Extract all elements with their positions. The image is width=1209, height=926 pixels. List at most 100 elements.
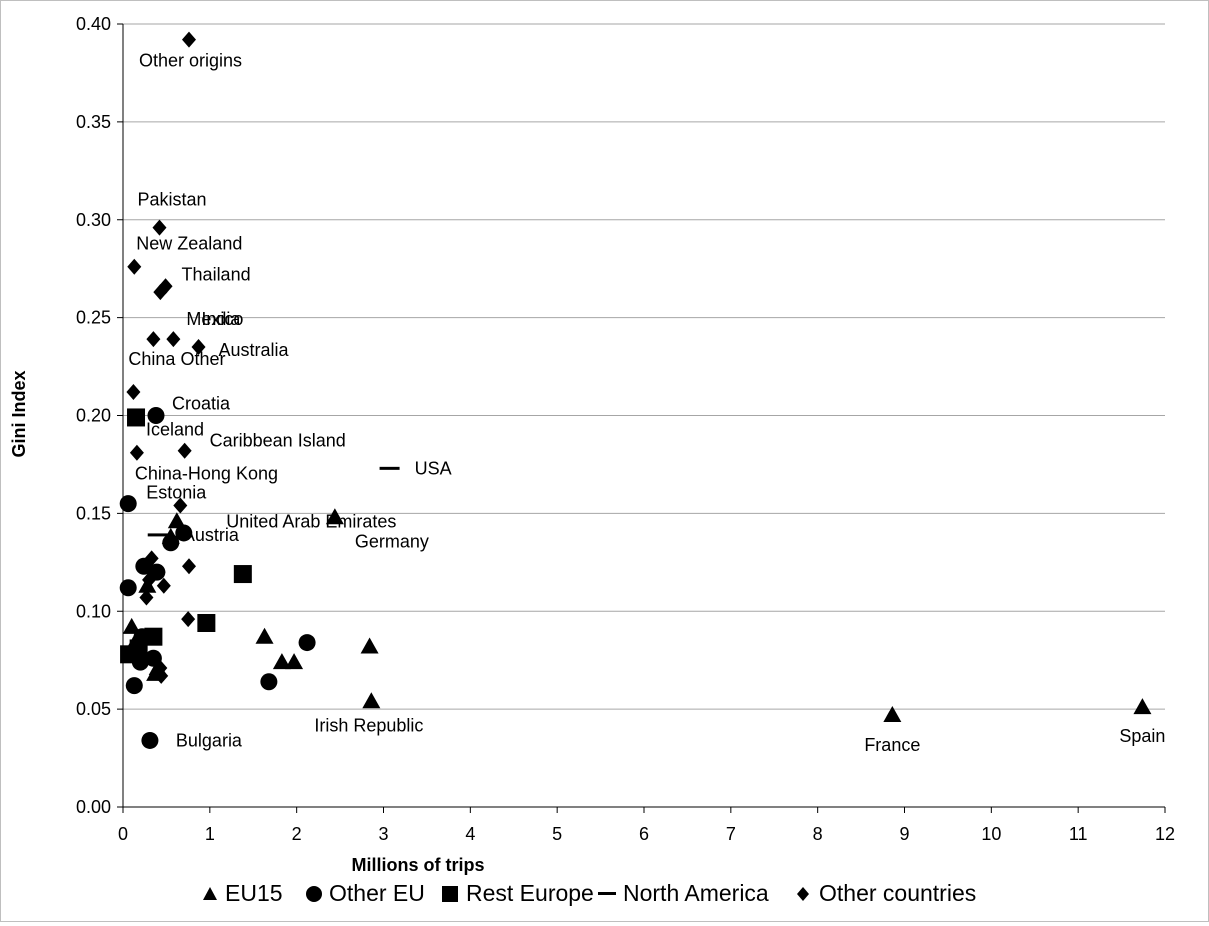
data-point-other-countries	[126, 384, 141, 401]
data-labels: Spain France Germany Irish Republic Austria E…	[128, 51, 1165, 755]
data-label: Croatia	[172, 394, 231, 414]
data-label: Austria	[183, 525, 240, 545]
data-point-other-eu	[175, 524, 193, 542]
data-point-north-america	[147, 533, 168, 537]
data-label: France	[864, 735, 920, 755]
legend-marker	[442, 886, 458, 902]
legend-marker	[306, 886, 322, 902]
gridlines	[123, 23, 1165, 710]
legend-entry: Other EU	[306, 880, 425, 906]
data-point-other-countries	[156, 577, 171, 594]
data-point-other-countries	[173, 497, 188, 514]
x-tick-label: 6	[639, 824, 649, 844]
x-tick-label: 2	[292, 824, 302, 844]
x-tick-label: 3	[378, 824, 388, 844]
data-point-other-countries	[181, 611, 196, 628]
y-tick-label: 0.15	[76, 503, 111, 523]
data-point-other-countries	[191, 338, 206, 355]
data-point-other-eu	[119, 579, 137, 597]
y-tick-label: 0.25	[76, 308, 111, 328]
data-label: Australia	[219, 340, 290, 360]
x-tick-label: 11	[1069, 824, 1088, 844]
data-label: Pakistan	[137, 190, 206, 210]
data-point-other-countries	[142, 571, 157, 588]
legend-label: Rest Europe	[466, 880, 594, 906]
y-tick-label: 0.40	[76, 14, 111, 34]
data-label: Caribbean Island	[210, 431, 346, 451]
data-point-other-countries	[153, 284, 168, 301]
legend-entry: North America	[598, 880, 769, 906]
data-point-eu15	[325, 508, 344, 525]
y-axis-title: Gini Index	[9, 370, 29, 457]
data-point-other-eu	[147, 407, 165, 424]
data-point-other-eu	[298, 634, 316, 652]
legend-label: North America	[623, 880, 769, 906]
data-label: Mexico	[186, 309, 243, 329]
data-point-eu15	[883, 705, 902, 722]
x-tick-label: 12	[1155, 824, 1175, 844]
data-point-rest-europe	[127, 408, 146, 427]
data-points	[119, 31, 1152, 749]
data-point-other-countries	[127, 258, 142, 275]
data-point-other-eu	[141, 731, 159, 749]
data-point-other-eu	[119, 495, 137, 513]
data-point-eu15	[272, 653, 291, 670]
data-label: Bulgaria	[176, 730, 243, 750]
data-point-eu15	[362, 692, 381, 709]
data-point-other-eu	[162, 534, 180, 552]
data-label: Estonia	[146, 483, 207, 503]
x-tick-label: 1	[205, 824, 215, 844]
x-tick-label: 5	[552, 824, 562, 844]
y-tick-label: 0.35	[76, 112, 111, 132]
y-tick-label: 0.30	[76, 210, 111, 230]
y-tick-label: 0.20	[76, 406, 111, 426]
legend-entry: Rest Europe	[442, 880, 594, 906]
data-label: Iceland	[146, 419, 204, 439]
x-axis-title: Millions of trips	[352, 855, 485, 875]
data-label: United Arab Emirates	[226, 512, 396, 532]
data-point-eu15	[285, 653, 304, 670]
data-point-eu15	[122, 617, 141, 634]
data-point-rest-europe	[129, 639, 148, 658]
data-label: USA	[415, 458, 452, 478]
legend-entry: EU15	[203, 880, 283, 906]
data-point-other-countries	[181, 558, 196, 575]
legend-marker	[797, 887, 809, 901]
data-point-rest-europe	[233, 565, 252, 584]
data-label: China-Hong Kong	[135, 464, 278, 484]
data-point-eu15	[1133, 698, 1152, 715]
data-point-other-countries	[144, 550, 159, 567]
data-label: China Other	[128, 349, 225, 369]
x-tick-label: 4	[465, 824, 475, 844]
data-label: Irish Republic	[314, 715, 423, 735]
x-tick-label: 10	[981, 824, 1001, 844]
data-label: New Zealand	[136, 234, 242, 254]
data-point-north-america	[379, 466, 400, 470]
data-point-other-countries	[154, 667, 169, 684]
y-tick-label: 0.00	[76, 797, 111, 817]
x-tick-label: 7	[726, 824, 736, 844]
data-point-other-countries	[177, 442, 192, 459]
legend-label: Other EU	[329, 880, 425, 906]
x-tick-label: 0	[118, 824, 128, 844]
axes: 0.000.050.100.150.200.250.300.350.400 1 2 3…	[76, 14, 1175, 844]
legend-label: EU15	[225, 880, 283, 906]
data-point-other-eu	[260, 673, 278, 691]
x-tick-label: 9	[899, 824, 909, 844]
y-tick-label: 0.10	[76, 601, 111, 621]
data-point-rest-europe	[197, 613, 216, 632]
data-point-eu15	[360, 637, 379, 654]
x-tick-label: 8	[813, 824, 823, 844]
legend-marker	[598, 892, 616, 895]
data-label: Spain	[1119, 726, 1165, 746]
data-point-eu15	[255, 627, 274, 644]
data-point-other-countries	[129, 444, 144, 461]
data-point-other-eu	[125, 677, 143, 695]
data-label: Germany	[355, 531, 429, 551]
legend-label: Other countries	[819, 880, 976, 906]
data-point-other-countries	[146, 331, 161, 348]
data-label: Other origins	[139, 51, 242, 71]
legend: EU15 Other EU Rest Europe North America Othe…	[203, 880, 976, 906]
legend-marker	[203, 887, 217, 900]
